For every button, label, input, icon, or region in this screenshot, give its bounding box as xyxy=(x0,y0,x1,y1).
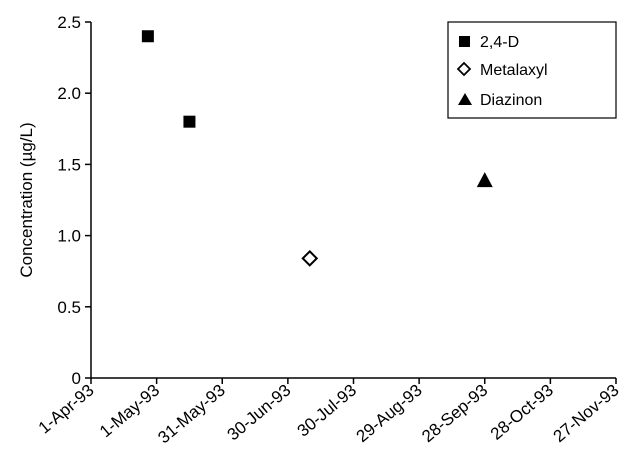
legend-label-diazinon: Diazinon xyxy=(480,92,542,109)
x-tick-label: 27-Nov-93 xyxy=(550,381,623,447)
x-tick-label: 30-Jul-93 xyxy=(294,381,361,441)
x-tick-label: 29-Aug-93 xyxy=(353,381,426,447)
data-point-2-4-d xyxy=(183,115,196,128)
y-tick-label: 0.5 xyxy=(57,298,81,317)
legend-box xyxy=(447,21,617,119)
data-point-2-4-d xyxy=(141,30,154,43)
y-tick-label: 1.0 xyxy=(57,227,81,246)
legend-label-2-4-d: 2,4-D xyxy=(480,34,519,51)
x-tick-label: 28-Oct-93 xyxy=(487,381,557,444)
x-tick-label: 1-Apr-93 xyxy=(35,381,98,438)
legend-swatch-diazinon-triangle xyxy=(458,93,472,105)
y-tick-label: 2.5 xyxy=(57,13,81,32)
y-ticks: 0 0.5 1.0 1.5 2.0 2.5 xyxy=(57,13,91,388)
y-tick-label: 2.0 xyxy=(57,84,81,103)
legend: 2,4-D Metalaxyl Diazinon xyxy=(447,21,617,119)
y-axis-title: Concentration (µg/L) xyxy=(17,122,36,277)
legend-label-metalaxyl: Metalaxyl xyxy=(480,62,548,79)
y-tick-label: 1.5 xyxy=(57,155,81,174)
x-tick-label: 30-Jun-93 xyxy=(224,381,295,445)
legend-swatch-2-4-d-square xyxy=(459,36,470,47)
legend-swatch-metalaxyl-diamond xyxy=(456,61,472,77)
x-tick-label: 28-Sep-93 xyxy=(418,381,491,447)
x-tick-label: 31-May-93 xyxy=(154,381,228,448)
data-point-metalaxyl xyxy=(301,249,319,267)
x-tick-label: 1-May-93 xyxy=(96,381,163,442)
data-point-diazinon xyxy=(476,172,493,188)
y-tick-label: 0 xyxy=(72,369,81,388)
data-markers xyxy=(141,30,493,267)
